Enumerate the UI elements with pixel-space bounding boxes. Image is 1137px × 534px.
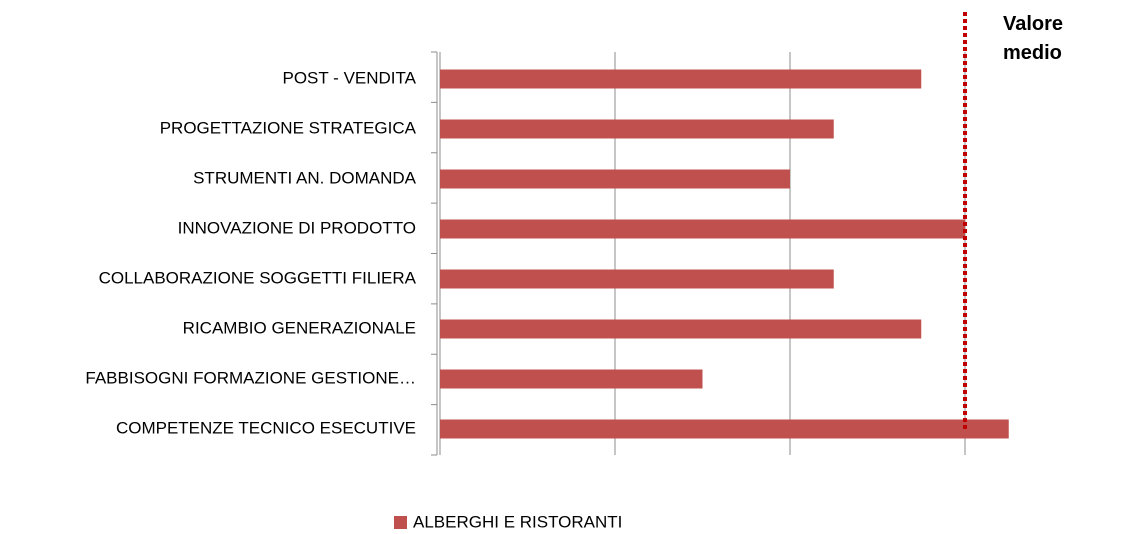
bar xyxy=(440,419,1009,439)
y-tick-label: PROGETTAZIONE STRATEGICA xyxy=(160,118,417,137)
bar xyxy=(440,169,790,189)
bar xyxy=(440,369,703,389)
y-tick-label: POST - VENDITA xyxy=(282,68,416,87)
bar xyxy=(440,269,834,289)
legend-label: ALBERGHI E RISTORANTI xyxy=(413,512,622,531)
bar xyxy=(440,219,965,239)
y-tick-label: STRUMENTI AN. DOMANDA xyxy=(193,168,417,187)
legend-swatch xyxy=(394,516,407,529)
y-tick-label: COMPETENZE TECNICO ESECUTIVE xyxy=(116,418,416,437)
y-tick-label: INNOVAZIONE DI PRODOTTO xyxy=(178,218,416,237)
reference-label: Valore medio xyxy=(1003,13,1064,64)
bar xyxy=(440,69,922,89)
y-tick-label: FABBISOGNI FORMAZIONE GESTIONE… xyxy=(85,368,416,387)
y-tick-label: COLLABORAZIONE SOGGETTI FILIERA xyxy=(99,268,417,287)
bar xyxy=(440,119,834,139)
y-tick-label: RICAMBIO GENERAZIONALE xyxy=(183,318,416,337)
bar xyxy=(440,319,922,339)
